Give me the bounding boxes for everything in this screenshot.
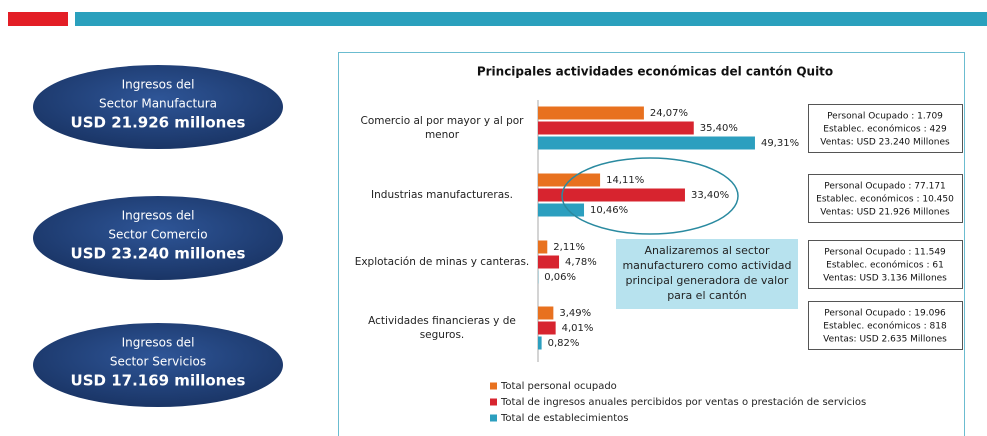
value-label: 24,07%: [650, 108, 688, 119]
legend-swatch: [490, 398, 497, 406]
category-label: Comercio al por mayor y al por menor: [360, 115, 524, 141]
bar: [538, 255, 560, 269]
sector-ellipse: [33, 65, 283, 149]
info-text: Personal Ocupado : 1.709: [827, 112, 943, 122]
info-box: [808, 240, 963, 289]
bar: [538, 321, 556, 335]
legend-label: Total personal ocupado: [500, 381, 617, 392]
value-label: 10,46%: [590, 205, 628, 216]
info-text: Personal Ocupado : 19.096: [824, 309, 946, 319]
bar: [538, 306, 554, 320]
info-box: [808, 301, 963, 350]
bar: [538, 240, 548, 254]
info-text: Establec. económicos : 61: [826, 260, 944, 271]
bar: [538, 188, 685, 202]
info-text: Personal Ocupado : 11.549: [824, 248, 946, 258]
sector-text: USD 17.169 millones: [71, 372, 246, 390]
bar: [538, 203, 585, 217]
info-text: Ventas: USD 2.635 Millones: [823, 335, 947, 345]
info-text: Ventas: USD 23.240 Millones: [820, 138, 950, 148]
legend-label: Total de establecimientos: [500, 413, 628, 424]
legend-swatch: [490, 382, 497, 390]
sector-text: Ingresos del: [122, 78, 195, 92]
bar: [538, 106, 644, 120]
sector-text: Sector Comercio: [108, 228, 207, 242]
bar: [538, 336, 542, 350]
value-label: 2,11%: [553, 242, 585, 253]
category-label: Explotación de minas y canteras.: [354, 256, 530, 268]
info-text: Establec. económicos : 10.450: [816, 194, 954, 205]
sector-text: USD 21.926 millones: [71, 114, 246, 132]
value-label: 0,06%: [544, 272, 576, 283]
sector-ellipse: [33, 196, 283, 280]
value-label: 4,78%: [565, 257, 597, 268]
sector-text: Sector Manufactura: [99, 97, 217, 111]
sector-ellipse: [33, 323, 283, 407]
value-label: 33,40%: [691, 190, 729, 201]
annotation-text: para el cantón: [667, 289, 747, 302]
sector-text: Sector Servicios: [110, 355, 206, 369]
value-label: 4,01%: [562, 323, 594, 334]
value-label: 35,40%: [700, 123, 738, 134]
value-label: 3,49%: [559, 308, 591, 319]
red-bar: [8, 12, 68, 26]
annotation-box: [616, 239, 798, 309]
info-text: Establec. económicos : 429: [823, 124, 947, 135]
sector-text: USD 23.240 millones: [71, 245, 246, 263]
legend-swatch: [490, 414, 497, 422]
bar: [538, 136, 755, 150]
sector-text: Ingresos del: [122, 209, 195, 223]
category-label: Actividades financieras y de seguros.: [368, 315, 516, 341]
info-box: [808, 104, 963, 153]
category-label: Industrias manufactureras.: [371, 189, 513, 201]
value-label: 49,31%: [761, 138, 799, 149]
annotation-text: manufacturero como actividad: [622, 259, 791, 272]
sector-text: Ingresos del: [122, 336, 195, 350]
info-text: Establec. económicos : 818: [823, 321, 947, 332]
info-text: Ventas: USD 3.136 Millones: [823, 274, 947, 284]
value-label: 14,11%: [606, 175, 644, 186]
info-box: [808, 174, 963, 223]
highlight-ring: [561, 157, 739, 235]
chart-frame: [338, 52, 965, 436]
chart-title: Principales actividades económicas del c…: [477, 65, 833, 79]
info-text: Personal Ocupado : 77.171: [824, 182, 946, 192]
info-text: Ventas: USD 21.926 Millones: [820, 208, 950, 218]
legend-label: Total de ingresos anuales percibidos por…: [500, 396, 866, 408]
value-label: 0,82%: [548, 338, 580, 349]
bar: [538, 121, 694, 135]
annotation-text: Analizaremos al sector: [645, 244, 770, 257]
annotation-text: principal generadora de valor: [626, 274, 789, 287]
teal-bar: [75, 12, 987, 26]
